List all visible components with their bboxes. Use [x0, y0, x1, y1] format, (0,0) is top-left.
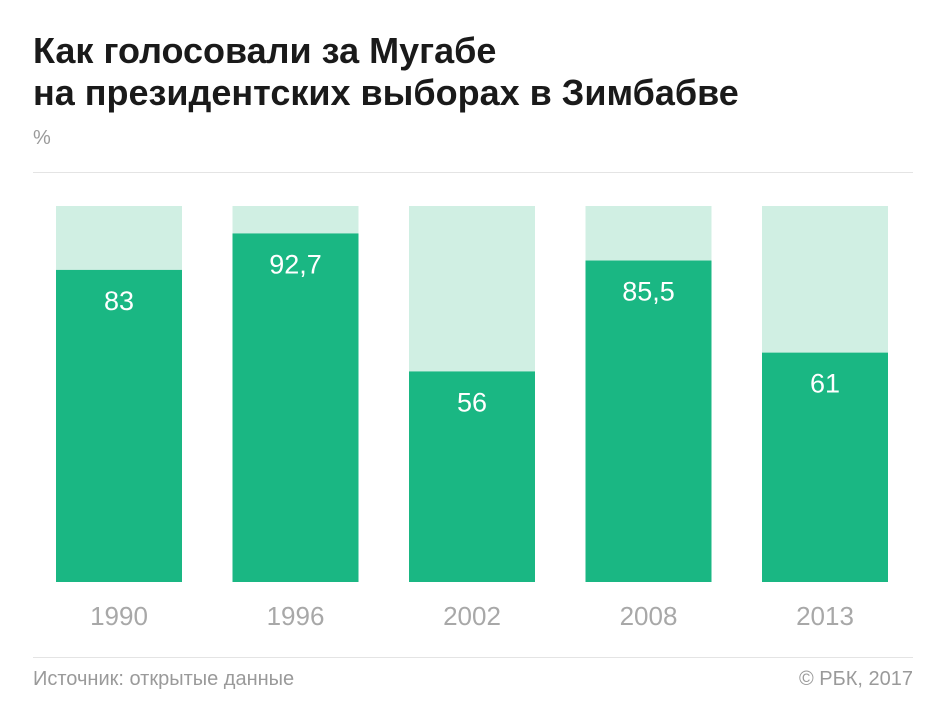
- chart-title: Как голосовали за Мугабе на президентски…: [33, 30, 913, 114]
- bar-2008: [585, 260, 712, 582]
- bar-1996: [232, 233, 359, 582]
- top-divider: [33, 172, 913, 173]
- tick-label-1990: 1990: [90, 601, 148, 631]
- bar-2013: [762, 352, 888, 582]
- title-line-2: на президентских выборах в Зимбабве: [33, 72, 739, 113]
- title-line-1: Как голосовали за Мугабе: [33, 30, 497, 71]
- bar-2002: [409, 371, 535, 582]
- bar-1990: [56, 269, 182, 582]
- value-label-2002: 56: [457, 387, 487, 417]
- tick-label-2013: 2013: [796, 601, 854, 631]
- value-label-1990: 83: [104, 286, 134, 316]
- value-label-1996: 92,7: [269, 249, 322, 279]
- value-label-2013: 61: [810, 369, 840, 399]
- unit-label: %: [33, 127, 51, 149]
- source-note: Источник: открытые данные: [33, 668, 295, 690]
- value-label-2008: 85,5: [622, 277, 675, 307]
- tick-label-2002: 2002: [443, 601, 501, 631]
- copyright-note: © РБК, 2017: [798, 668, 913, 690]
- bottom-divider: [33, 657, 913, 658]
- tick-label-1996: 1996: [267, 601, 325, 631]
- tick-label-2008: 2008: [620, 601, 678, 631]
